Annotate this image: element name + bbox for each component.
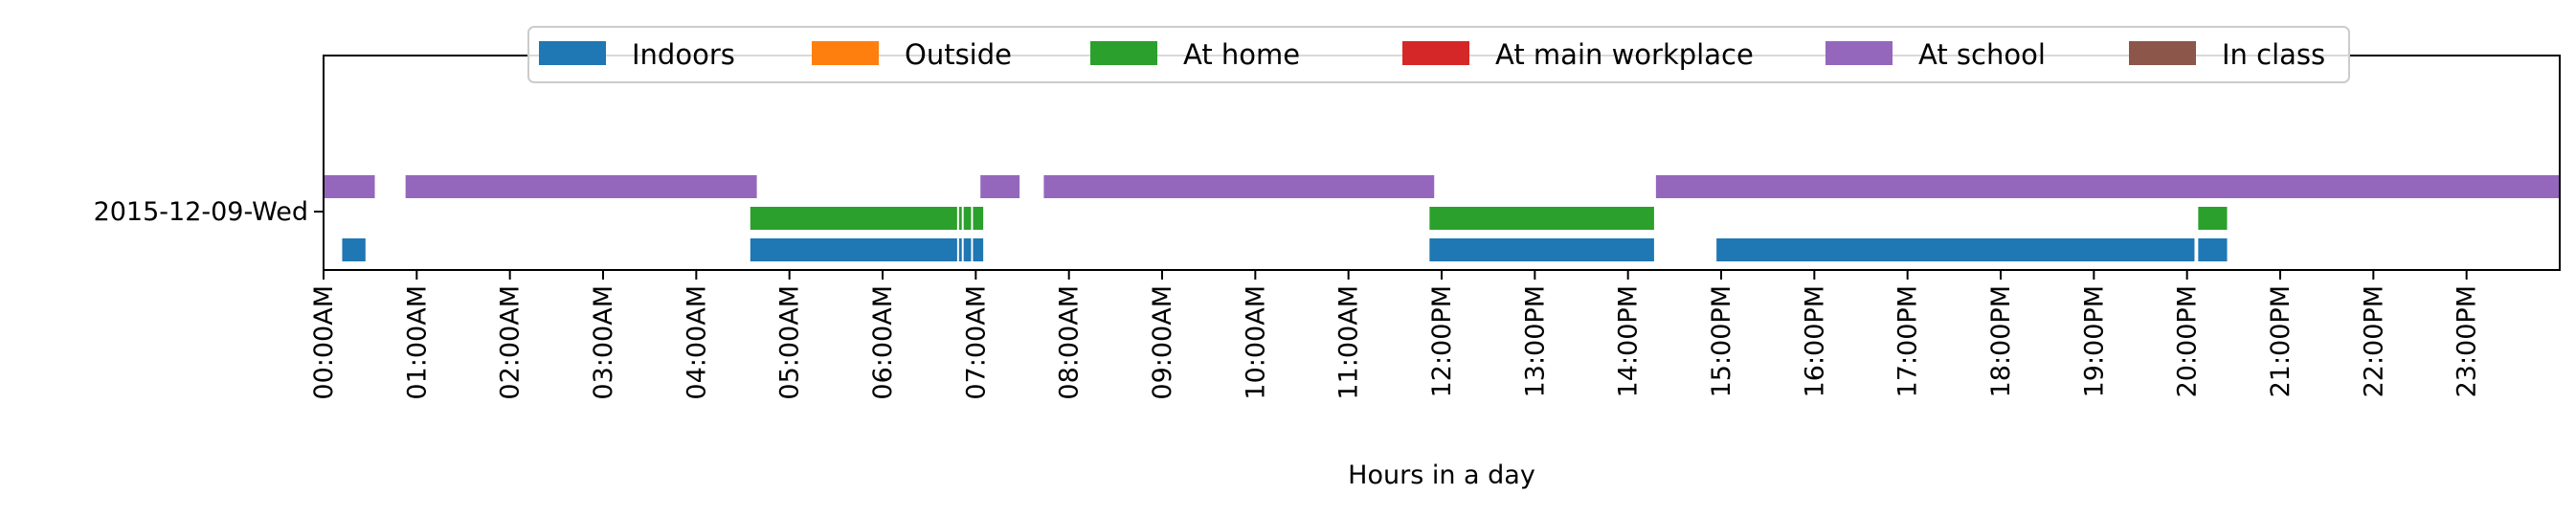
x-tick-label: 20:00PM [2173,285,2203,397]
x-tick-label: 05:00AM [775,285,805,400]
x-tick-label: 17:00PM [1893,285,1923,397]
x-axis-label: Hours in a day [1348,461,1535,490]
bar-at-home-2 [963,207,972,230]
legend-label-in-class: In class [2222,38,2325,71]
legend: Indoors Outside At home At main workplace At… [527,26,2350,83]
chart-marks [324,175,2560,261]
bar-indoors-6 [1716,238,2195,261]
bar-indoors-7 [2198,238,2228,261]
x-tick-label: 16:00PM [1800,285,1829,397]
x-tick-label: 08:00AM [1055,285,1085,400]
x-tick-label: 18:00PM [1986,285,2016,397]
x-tick-label: 10:00AM [1241,285,1270,400]
bar-at-home-3 [973,207,984,230]
x-tick-label: 06:00AM [868,285,898,400]
bar-at-home-1 [958,207,962,230]
legend-swatch-at-school [1826,41,1893,65]
bar-indoors-3 [963,238,972,261]
legend-swatch-at-home [1090,41,1157,65]
y-tick-label-date: 2015-12-09-Wed [94,197,308,227]
x-tick-label: 23:00PM [2453,285,2482,397]
x-tick-label: 19:00PM [2079,285,2109,397]
bar-indoors-5 [1429,238,1654,261]
x-tick-label: 15:00PM [1707,285,1736,397]
bar-indoors-0 [342,238,366,261]
bar-at-school-3 [1043,175,1435,198]
bar-indoors-4 [973,238,984,261]
x-tick-label: 12:00PM [1427,285,1457,397]
bar-at-home-0 [750,207,957,230]
x-tick-label: 21:00PM [2266,285,2296,397]
x-tick-label: 14:00PM [1614,285,1644,397]
bar-at-home-4 [1429,207,1654,230]
legend-label-at-main-workplace: At main workplace [1495,38,1754,71]
x-tick-label: 01:00AM [402,285,432,400]
x-tick-label: 22:00PM [2359,285,2388,397]
plot-frame [323,55,2561,271]
bar-indoors-2 [958,238,962,261]
x-tick-label: 03:00AM [589,285,618,400]
legend-label-outside: Outside [905,38,1012,71]
legend-swatch-outside [812,41,879,65]
bar-at-home-5 [2198,207,2228,230]
x-tick-label: 11:00AM [1334,285,1364,400]
x-tick-label: 13:00PM [1520,285,1550,397]
bar-at-school-1 [405,175,757,198]
y-axis: 2015-12-09-Wed [94,197,324,227]
legend-swatch-in-class [2129,41,2196,65]
legend-label-at-home: At home [1183,38,1300,71]
x-tick-label: 04:00AM [682,285,711,400]
legend-swatch-indoors [539,41,606,65]
legend-swatch-at-main-workplace [1402,41,1469,65]
x-axis: 00:00AM 01:00AM 02:00AM 03:00AM 04:00AM 05:00… [309,270,2482,400]
bar-at-school-0 [324,175,375,198]
bar-at-school-2 [980,175,1020,198]
legend-label-indoors: Indoors [632,38,735,71]
legend-label-at-school: At school [1918,38,2046,71]
bar-indoors-1 [750,238,957,261]
x-tick-label: 00:00AM [309,285,339,400]
x-tick-label: 07:00AM [961,285,991,400]
x-tick-label: 02:00AM [496,285,526,400]
x-tick-label: 09:00AM [1148,285,1177,400]
bar-at-school-4 [1655,175,2560,198]
